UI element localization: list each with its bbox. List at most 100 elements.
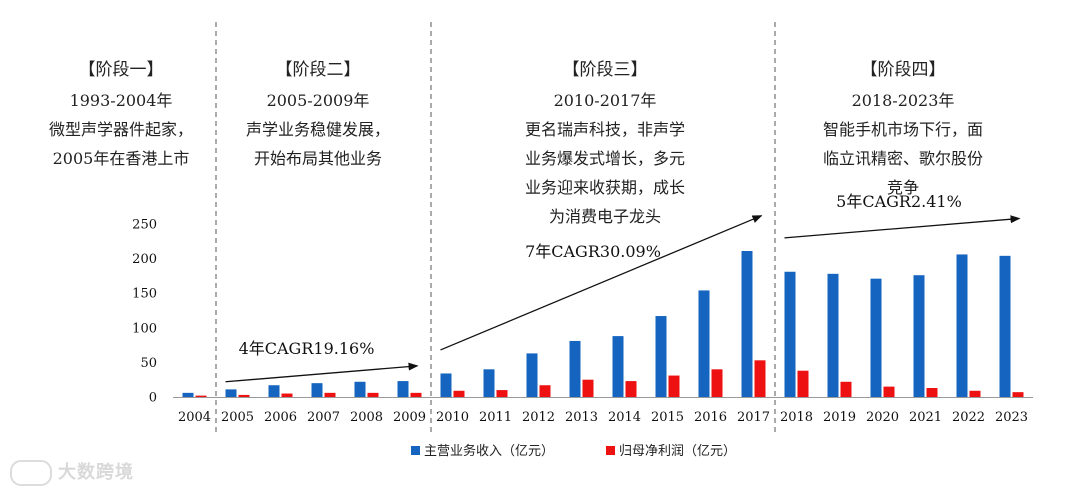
x-tick-label: 2006	[264, 410, 297, 425]
bar-revenue	[870, 278, 882, 397]
bar-profit	[840, 381, 852, 397]
x-tick-label: 2011	[479, 410, 512, 425]
x-tick-label: 2023	[995, 410, 1028, 425]
legend-swatch-revenue	[411, 446, 420, 455]
bar-revenue	[569, 340, 581, 397]
bar-revenue	[999, 255, 1011, 397]
bar-profit	[453, 390, 465, 397]
bar-revenue	[784, 271, 796, 397]
x-tick-label: 2010	[436, 410, 469, 425]
stage-title: 【阶段二】	[276, 60, 361, 80]
bar-revenue	[483, 369, 495, 397]
cagr-label: 4年CAGR19.16%	[239, 339, 375, 358]
legend: 主营业务收入（亿元） 归母净利润（亿元）	[411, 443, 736, 459]
cagr-arrow	[784, 215, 1021, 239]
cagr-label: 5年CAGR2.41%	[836, 192, 962, 211]
y-axis: 0 50 100 150 200 250	[132, 218, 157, 406]
legend-swatch-profit	[606, 446, 615, 455]
y-tick-label: 250	[132, 218, 157, 233]
bar-profit	[668, 375, 680, 397]
bar-profit	[797, 370, 809, 397]
bar-profit	[324, 392, 336, 397]
bar-profit	[367, 392, 379, 397]
x-tick-label: 2008	[350, 410, 383, 425]
y-tick-label: 50	[140, 356, 157, 371]
bar-profit	[625, 381, 637, 397]
bar-revenue	[526, 353, 538, 397]
stage-text-line: 竞争	[887, 178, 919, 197]
bar-profit	[281, 393, 293, 397]
bars	[182, 250, 1024, 397]
cagr-arrow	[225, 362, 419, 383]
bar-revenue	[440, 373, 452, 397]
stage-text-line: 业务爆发式增长，多元	[525, 149, 685, 168]
cagr-arrow	[440, 215, 763, 351]
stage-text-line: 2010-2017年	[554, 91, 657, 110]
x-tick-label: 2005	[221, 410, 254, 425]
bar-profit	[410, 392, 422, 397]
watermark-logo-icon	[10, 460, 52, 486]
stage-text-line: 2005年在香港上市	[53, 149, 190, 168]
stage-title: 【阶段四】	[861, 60, 946, 80]
stage-text-line: 为消费电子龙头	[549, 207, 661, 226]
stage-text-line: 2005-2009年	[267, 91, 370, 110]
x-tick-label: 2017	[737, 410, 770, 425]
bar-profit	[883, 386, 895, 397]
bar-revenue	[913, 275, 925, 397]
stage-text-line: 2018-2023年	[852, 91, 955, 110]
stage-dividers	[215, 22, 776, 432]
stage-text-line: 临立讯精密、歌尔股份	[823, 149, 983, 168]
x-tick-label: 2015	[651, 410, 684, 425]
watermark-text: 大数跨境	[58, 462, 134, 483]
stage-text-line: 业务迎来收获期，成长	[525, 178, 685, 197]
stage-text-line: 1993-2004年	[70, 91, 173, 110]
bar-revenue	[827, 273, 839, 397]
x-tick-label: 2018	[780, 410, 813, 425]
cagr-label: 7年CAGR30.09%	[525, 242, 661, 261]
bar-profit	[582, 379, 594, 397]
bar-revenue	[354, 381, 366, 397]
stage-text-line: 微型声学器件起家，	[49, 120, 193, 139]
y-tick-label: 100	[132, 321, 157, 336]
bar-profit	[969, 390, 981, 397]
x-tick-label: 2016	[694, 410, 727, 425]
x-tick-label: 2004	[178, 410, 211, 425]
legend-label-revenue: 主营业务收入（亿元）	[424, 443, 554, 459]
stage-title: 【阶段一】	[79, 60, 164, 80]
bar-revenue	[741, 250, 753, 397]
x-tick-label: 2020	[866, 410, 899, 425]
bar-profit	[496, 390, 508, 397]
x-tick-label: 2009	[393, 410, 426, 425]
bar-revenue	[655, 316, 667, 397]
bar-revenue	[612, 336, 624, 397]
bar-profit	[238, 394, 250, 397]
stage-text-line: 声学业务稳健发展，	[246, 120, 390, 139]
bar-revenue	[397, 381, 409, 397]
bar-profit	[711, 369, 723, 397]
x-tick-label: 2019	[823, 410, 856, 425]
legend-label-profit: 归母净利润（亿元）	[619, 444, 736, 459]
x-axis: 2004 2005 2006 2007 2008 2009 2010 2011 2012 2013…	[173, 397, 1033, 425]
bar-profit	[1012, 392, 1024, 397]
bar-profit	[754, 360, 766, 397]
x-tick-label: 2021	[909, 410, 942, 425]
bar-revenue	[311, 383, 323, 397]
bar-revenue	[182, 392, 194, 397]
x-tick-label: 2014	[608, 410, 641, 425]
bar-profit	[539, 385, 551, 397]
y-tick-label: 200	[132, 252, 157, 267]
y-tick-label: 0	[149, 391, 157, 406]
bar-revenue	[268, 385, 280, 397]
watermark: 大数跨境	[10, 458, 134, 486]
cagr-arrows: 4年CAGR19.16% 7年CAGR30.09% 5年CAGR2.41%	[225, 192, 1021, 383]
bar-revenue	[698, 290, 710, 397]
x-tick-label: 2022	[952, 410, 985, 425]
bar-revenue	[225, 389, 237, 397]
x-tick-label: 2013	[565, 410, 598, 425]
x-tick-label: 2007	[307, 410, 340, 425]
x-tick-label: 2012	[522, 410, 555, 425]
bar-profit	[926, 388, 938, 397]
bar-revenue	[956, 254, 968, 397]
